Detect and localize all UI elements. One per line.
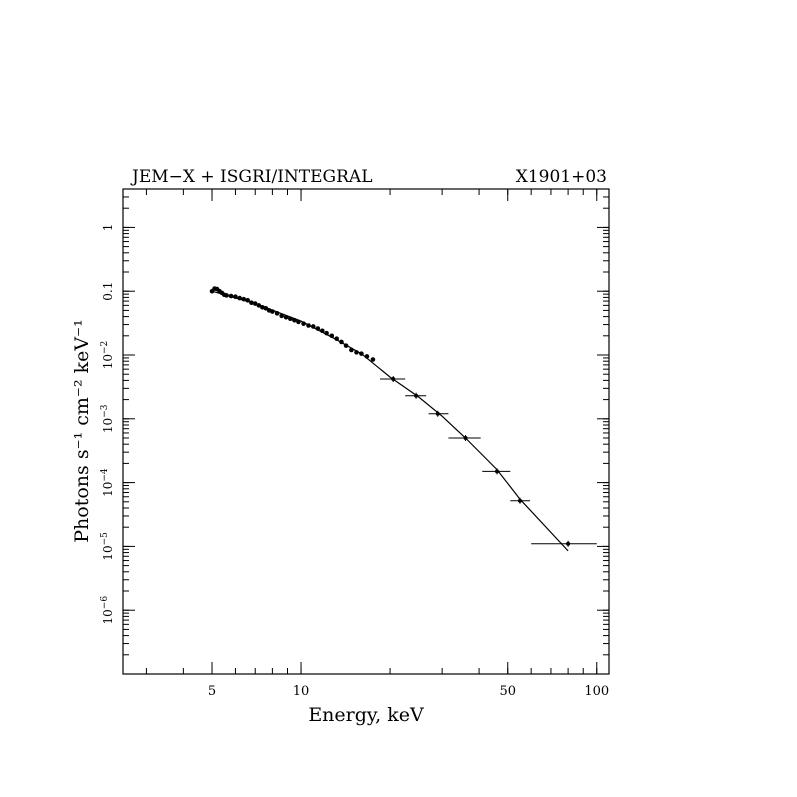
x-tick-label: 100 [584, 684, 609, 699]
model-curve-group [211, 290, 569, 552]
model-curve [211, 290, 569, 552]
chart-title-left: JEM−X + ISGRI/INTEGRAL [130, 167, 373, 187]
data-point-jemx [343, 343, 349, 348]
data-points-group [209, 286, 597, 547]
data-point-isgri [566, 541, 571, 546]
y-tick-label: 10−6 [100, 596, 115, 625]
y-tick-base: 10 [101, 545, 115, 560]
data-point-jemx [354, 350, 359, 355]
y-tick-base: 10 [101, 354, 115, 369]
data-point-jemx [334, 336, 339, 342]
data-point-isgri [495, 469, 500, 474]
y-tick-base: 10 [101, 482, 115, 497]
data-point-jemx [319, 328, 325, 334]
data-point-jemx [349, 347, 354, 353]
y-tick-base: 0.1 [101, 282, 115, 301]
y-tick-exponent: −5 [100, 532, 110, 546]
x-tick-label: 50 [499, 684, 516, 699]
data-point-jemx [364, 354, 370, 359]
data-point-jemx [237, 295, 242, 301]
data-point-jemx [370, 357, 376, 362]
data-point-jemx [301, 321, 306, 326]
plot-frame [122, 188, 610, 675]
data-point-jemx [241, 296, 247, 302]
data-point-jemx [245, 298, 250, 303]
data-point-jemx [249, 300, 254, 306]
y-tick-base: 1 [101, 224, 115, 232]
data-point-jemx [292, 317, 297, 323]
data-point-jemx [256, 303, 262, 308]
y-tick-label: 10−3 [100, 404, 115, 433]
y-tick-exponent: −4 [100, 468, 110, 482]
x-tick-label: 5 [208, 684, 216, 699]
y-tick-exponent: −6 [100, 596, 110, 610]
data-point-jemx [263, 305, 269, 311]
data-point-jemx [324, 330, 329, 336]
data-point-jemx [270, 309, 275, 314]
x-axis-label: Energy, keV [308, 704, 424, 726]
y-axis-label: Photons s⁻¹ cm⁻² keV⁻¹ [71, 319, 93, 542]
data-point-jemx [306, 323, 311, 328]
data-point-jemx [279, 313, 284, 319]
data-point-jemx [359, 351, 364, 356]
y-tick-label: 1 [101, 224, 115, 232]
data-point-isgri [435, 411, 440, 416]
x-tick-label: 10 [293, 684, 310, 699]
data-point-jemx [252, 301, 258, 306]
data-point-isgri [517, 498, 522, 503]
data-point-jemx [296, 319, 301, 325]
y-tick-base: 10 [101, 418, 115, 433]
y-tick-exponent: −2 [100, 341, 110, 354]
y-tick-label: 10−2 [100, 341, 115, 370]
axis-ticks [123, 188, 609, 675]
data-point-jemx [310, 324, 316, 329]
data-point-jemx [315, 326, 321, 331]
data-point-isgri [463, 436, 468, 441]
y-tick-label: 10−4 [100, 468, 115, 497]
data-point-jemx [329, 333, 335, 339]
y-tick-label: 0.1 [101, 282, 115, 301]
data-point-jemx [283, 314, 289, 320]
data-point-jemx [274, 311, 280, 316]
data-point-jemx [288, 316, 293, 322]
data-point-jemx [224, 293, 229, 298]
y-tick-label: 10−5 [100, 532, 115, 561]
data-point-isgri [414, 393, 419, 398]
data-point-jemx [339, 339, 344, 345]
data-point-isgri [391, 377, 396, 382]
data-point-jemx [228, 293, 234, 299]
chart-title-right: X1901+03 [516, 167, 607, 187]
y-tick-base: 10 [101, 609, 115, 624]
y-tick-exponent: −3 [100, 404, 110, 418]
data-point-jemx [233, 294, 238, 300]
